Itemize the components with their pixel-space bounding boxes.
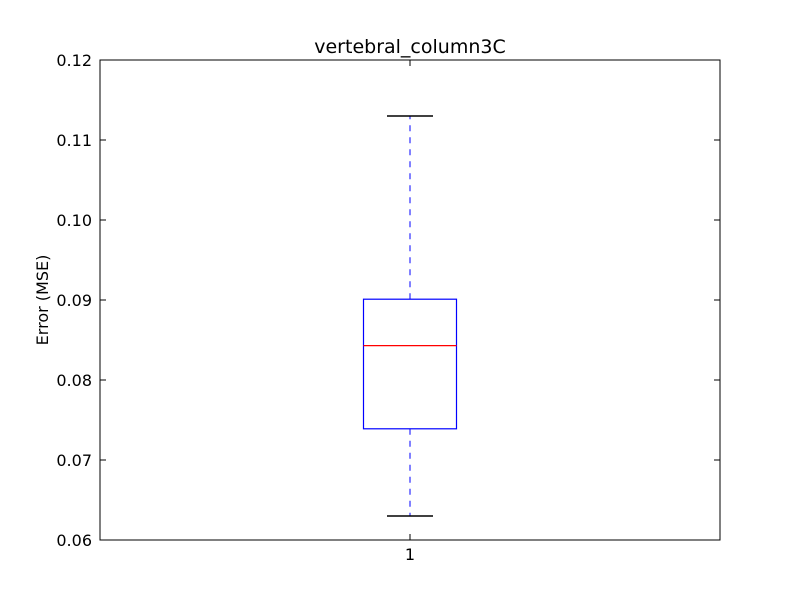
y-tick-label: 0.09 xyxy=(56,291,92,310)
iqr-box xyxy=(362,298,458,430)
y-tick-label: 0.06 xyxy=(56,531,92,550)
chart-title: vertebral_column3C xyxy=(314,36,505,58)
y-axis-label: Error (MSE) xyxy=(33,255,52,346)
x-tick-label: 1 xyxy=(405,545,415,564)
plot-area: 0.06 0.07 0.08 0.09 0.10 0.11 0.12 1 xyxy=(56,51,721,564)
y-tick-label: 0.08 xyxy=(56,371,92,390)
y-tick-label: 0.10 xyxy=(56,211,92,230)
y-tick-label: 0.07 xyxy=(56,451,92,470)
y-tick-label: 0.11 xyxy=(56,131,92,150)
y-tick-label: 0.12 xyxy=(56,51,92,70)
